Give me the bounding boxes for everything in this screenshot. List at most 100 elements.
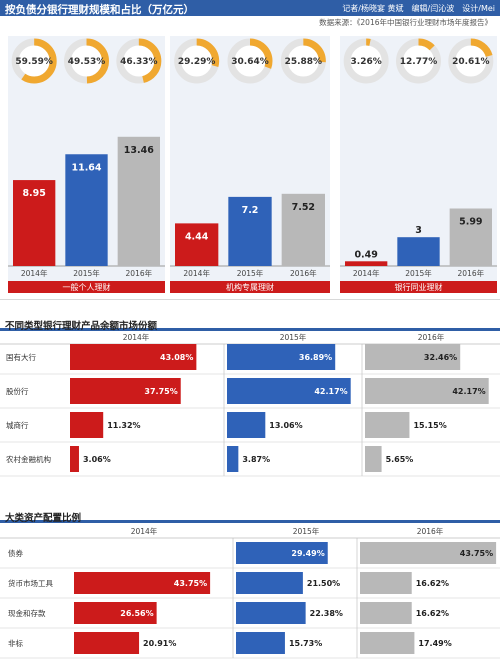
bar-2016年: [449, 208, 492, 266]
bar-value-label: 5.99: [459, 216, 482, 227]
year-header: 2016年: [418, 332, 445, 342]
share-value-label: 43.75%: [174, 579, 207, 588]
share-ring-2015年: [396, 38, 441, 84]
bar-2015年: [397, 237, 440, 266]
share-label: 46.33%: [120, 57, 158, 67]
share-value-label: 26.56%: [120, 609, 153, 618]
share-bar: [74, 602, 157, 624]
row-label: 货币市场工具: [8, 578, 53, 588]
row-label: 债券: [8, 548, 23, 558]
share-label: 3.26%: [351, 57, 382, 67]
share-ring-2016年: [280, 38, 326, 84]
share-label: 12.77%: [400, 57, 438, 67]
year-tick-label: 2016年: [458, 268, 485, 278]
share-bar: [70, 446, 79, 472]
share-bar: [70, 378, 181, 404]
share-value-label: 11.32%: [107, 421, 140, 430]
bar-2014年: [13, 180, 56, 266]
year-tick-label: 2015年: [73, 268, 100, 278]
row-label: 城商行: [6, 420, 29, 430]
share-value-label: 13.06%: [269, 421, 302, 430]
chart3-title: 大类资产配置比例: [5, 513, 82, 524]
share-label: 29.29%: [178, 57, 216, 67]
share-ring-2014年: [174, 38, 220, 84]
year-tick-label: 2014年: [21, 268, 48, 278]
data-source: 数据来源：《2016年中国银行业理财市场年度报告》: [319, 18, 492, 27]
bar-2016年: [281, 193, 325, 266]
share-bar: [365, 412, 410, 438]
share-bar: [236, 572, 303, 594]
group-label-bg-1: [170, 281, 330, 293]
group-label: 银行同业理财: [395, 282, 443, 292]
share-value-label: 3.87%: [242, 455, 270, 464]
year-tick-label: 2014年: [353, 268, 380, 278]
share-bar: [227, 446, 239, 472]
share-bar: [236, 542, 328, 564]
year-tick-label: 2015年: [405, 268, 432, 278]
row-label: 农村金融机构: [6, 454, 51, 464]
chart3-header: 大类资产配置比例: [0, 508, 500, 524]
chart2-title: 不同类型银行理财产品余额市场份额: [5, 321, 158, 332]
bar-2014年: [175, 223, 219, 266]
share-value-label: 43.08%: [160, 353, 193, 362]
chart1-svg: 59.59% 8.95 2014年 49.53% 11.64 2015年 46.33% 13.…: [0, 36, 500, 300]
chart2-header: 不同类型银行理财产品余额市场份额: [0, 316, 500, 332]
bar-value-label: 8.95: [22, 188, 45, 199]
bar-value-label: 13.46: [124, 145, 154, 156]
share-label: 20.61%: [452, 57, 490, 67]
share-bar: [236, 632, 285, 654]
bar-value-label: 7.2: [242, 205, 259, 216]
bar-value-label: 7.52: [292, 202, 315, 213]
year-header: 2015年: [293, 526, 320, 536]
share-ring-2015年: [64, 38, 109, 84]
row-label: 股份行: [6, 386, 29, 396]
share-bar: [360, 572, 412, 594]
share-value-label: 21.50%: [307, 579, 340, 588]
share-bar: [365, 344, 461, 370]
bar-value-label: 11.64: [71, 162, 101, 173]
bar-2016年: [117, 136, 160, 266]
year-header: 2014年: [131, 526, 158, 536]
bar-value-label: 0.49: [354, 249, 377, 260]
group-label: 一般个人理财: [63, 282, 111, 292]
group-label-bg-0: [8, 281, 165, 293]
share-value-label: 37.75%: [144, 387, 177, 396]
year-tick-label: 2016年: [290, 268, 317, 278]
bar-2015年: [228, 196, 272, 266]
share-ring-2014年: [343, 38, 389, 84]
share-value-label: 5.65%: [386, 455, 414, 464]
share-value-label: 42.17%: [314, 387, 347, 396]
credit-line: 记者/杨晓宴 黄斌 编辑/闫沁波 设计/Mei: [342, 4, 495, 13]
share-bar: [360, 602, 412, 624]
share-bar: [360, 632, 415, 654]
share-value-label: 16.62%: [416, 609, 449, 618]
share-value-label: 15.15%: [413, 421, 446, 430]
share-bar: [360, 542, 497, 564]
bar-2014年: [345, 261, 388, 266]
year-tick-label: 2014年: [183, 268, 210, 278]
share-ring-2016年: [448, 38, 494, 84]
share-bar: [74, 632, 140, 654]
share-value-label: 36.89%: [299, 353, 332, 362]
share-value-label: 3.06%: [83, 455, 111, 464]
share-bar: [70, 344, 197, 370]
year-header: 2014年: [123, 332, 150, 342]
share-value-label: 43.75%: [460, 549, 493, 558]
group-label: 机构专属理财: [226, 282, 274, 292]
share-label: 30.64%: [231, 57, 269, 67]
bar-value-label: 4.44: [185, 231, 209, 242]
share-label: 59.59%: [15, 57, 53, 67]
row-label: 现金和存款: [8, 608, 46, 618]
share-ring-2014年: [11, 38, 57, 84]
share-label: 49.53%: [68, 57, 106, 67]
chart1-title: 按负债分银行理财规模和占比（万亿元）: [5, 4, 194, 16]
share-value-label: 32.46%: [424, 353, 457, 362]
share-bar: [236, 602, 306, 624]
share-bar: [227, 344, 336, 370]
row-label: 国有大行: [6, 352, 36, 362]
share-value-label: 42.17%: [452, 387, 485, 396]
year-header: 2016年: [417, 526, 444, 536]
year-header: 2015年: [280, 332, 307, 342]
share-bar: [74, 572, 211, 594]
